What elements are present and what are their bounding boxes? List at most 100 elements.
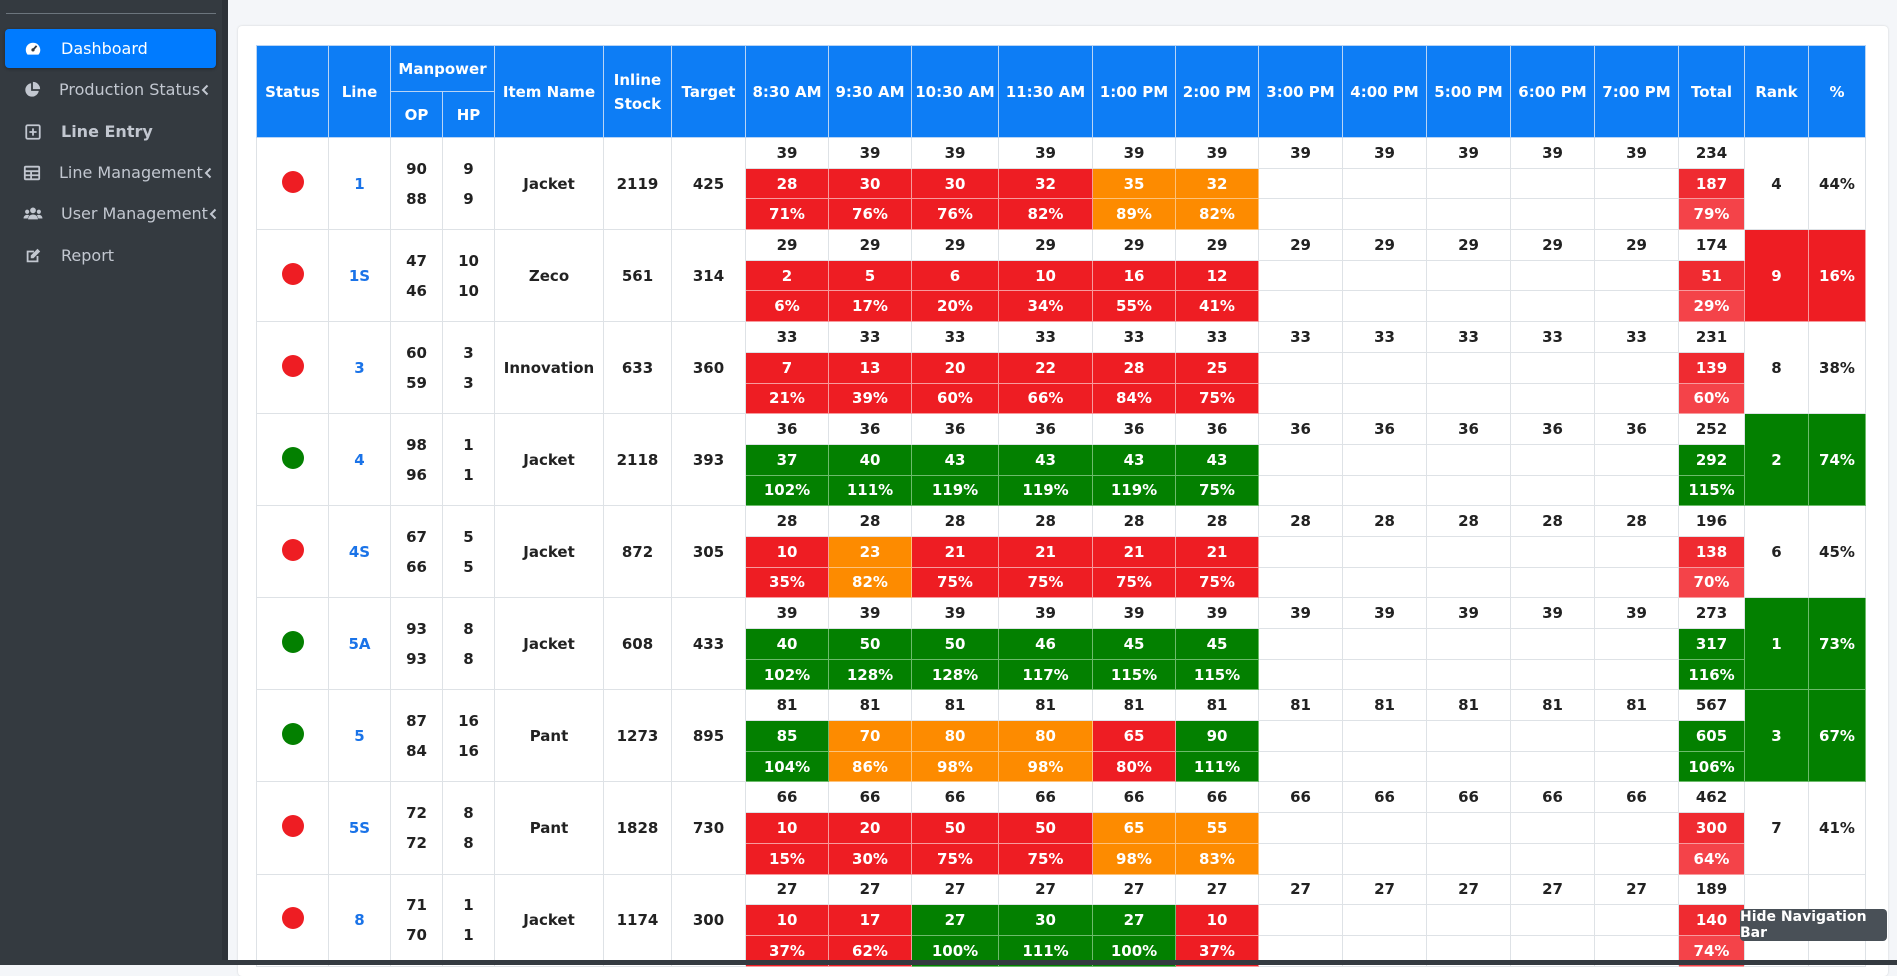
- status-dot: [281, 354, 304, 377]
- op-value: 67: [406, 527, 427, 546]
- op-value: 46: [406, 281, 427, 300]
- line-cell[interactable]: 1: [328, 136, 391, 231]
- line-cell[interactable]: 5S: [328, 781, 391, 875]
- op-cell: 71 70: [390, 873, 443, 967]
- line-link[interactable]: 5S: [348, 818, 371, 837]
- op-value: 96: [406, 465, 427, 484]
- hourly-percent-cell: 119%: [998, 474, 1093, 507]
- line-cell[interactable]: 8: [328, 873, 391, 967]
- op-cell: 93 93: [390, 597, 443, 691]
- hourly-actual-cell: 32: [1175, 167, 1259, 200]
- sidebar-item-dashboard[interactable]: Dashboard: [5, 29, 216, 68]
- op-cell: 98 96: [390, 413, 443, 507]
- hp-value: 1: [463, 926, 474, 945]
- sidebar-item-user-management[interactable]: User Management: [5, 194, 217, 233]
- header-hour: 10:30 AM: [911, 45, 999, 138]
- hourly-percent-cell: 75%: [1175, 382, 1259, 415]
- hourly-percent-cell: 75%: [998, 566, 1093, 599]
- header-item-name: Item Name: [494, 45, 604, 138]
- hourly-target-cell: 39: [828, 597, 912, 629]
- target-cell: 895: [671, 689, 746, 783]
- header-line: Line: [328, 45, 391, 138]
- line-link[interactable]: 5A: [348, 634, 371, 653]
- status-dot: [281, 814, 304, 837]
- op-value: 98: [406, 435, 427, 454]
- hp-value: 8: [463, 803, 474, 822]
- hourly-target-cell: 81: [828, 689, 912, 722]
- hourly-actual-cell: 21: [1092, 535, 1176, 568]
- line-link[interactable]: 4: [354, 450, 365, 469]
- hourly-target-cell: 66: [911, 781, 999, 814]
- line-link[interactable]: 1: [354, 174, 365, 193]
- op-cell: 90 88: [390, 136, 443, 231]
- sidebar-item-production-status[interactable]: Production Status: [5, 70, 216, 109]
- sidebar-item-report[interactable]: Report: [5, 236, 216, 275]
- empty-cell: [1510, 474, 1595, 507]
- line-cell[interactable]: 4: [328, 413, 391, 507]
- empty-cell: [1594, 443, 1679, 476]
- hourly-percent-cell: 89%: [1092, 198, 1176, 231]
- hp-value: 3: [463, 343, 474, 362]
- status-cell: [256, 136, 329, 231]
- total-actual-cell: 51: [1678, 259, 1745, 292]
- empty-cell: [1510, 750, 1595, 783]
- bottom-scrollbar[interactable]: [0, 960, 1897, 965]
- line-cell[interactable]: 1S: [328, 229, 391, 323]
- sidebar-item-line-entry[interactable]: Line Entry: [5, 112, 216, 151]
- hourly-target-cell: 29: [998, 229, 1093, 261]
- empty-cell: [1342, 443, 1427, 476]
- line-link[interactable]: 3: [354, 358, 365, 377]
- empty-cell: [1594, 720, 1679, 752]
- hourly-target-cell: 36: [1175, 413, 1259, 445]
- table-row-percent: 102% 128% 128% 117% 115% 115% 116%: [257, 658, 1866, 691]
- hourly-percent-cell: 76%: [911, 198, 999, 231]
- item-name-cell: Jacket: [494, 873, 604, 967]
- line-cell[interactable]: 3: [328, 321, 391, 415]
- hourly-actual-cell: 37: [745, 443, 829, 476]
- empty-cell: [1426, 351, 1511, 384]
- empty-cell: [1594, 750, 1679, 783]
- line-link[interactable]: 4S: [348, 542, 371, 561]
- empty-cell: [1342, 720, 1427, 752]
- line-cell[interactable]: 5A: [328, 597, 391, 691]
- hourly-actual-cell: 43: [1175, 443, 1259, 476]
- production-table-wrapper: Status Line Manpower Item Name Inline St…: [256, 45, 1866, 967]
- total-actual-cell: 605: [1678, 720, 1745, 752]
- sidebar-scrollbar[interactable]: [222, 0, 228, 965]
- hourly-target-cell: 33: [1175, 321, 1259, 353]
- line-cell[interactable]: 4S: [328, 505, 391, 599]
- hourly-target-cell: 66: [828, 781, 912, 814]
- table-row-percent: 35% 82% 75% 75% 75% 75% 70%: [257, 566, 1866, 599]
- op-value: 84: [406, 741, 427, 760]
- percent-cell: 74%: [1808, 413, 1866, 507]
- op-value: 72: [406, 803, 427, 822]
- hourly-actual-cell: 65: [1092, 720, 1176, 752]
- hourly-percent-cell: 80%: [1092, 750, 1176, 783]
- hourly-actual-cell: 80: [998, 720, 1093, 752]
- sidebar-item-line-management[interactable]: Line Management: [5, 153, 216, 192]
- hourly-percent-cell: 84%: [1092, 382, 1176, 415]
- header-hour: 2:00 PM: [1175, 45, 1259, 138]
- line-cell[interactable]: 5: [328, 689, 391, 783]
- target-cell: 730: [671, 781, 746, 875]
- line-link[interactable]: 1S: [348, 266, 371, 285]
- line-link[interactable]: 8: [354, 911, 365, 930]
- empty-cell: [1258, 290, 1343, 323]
- op-value: 93: [406, 619, 427, 638]
- empty-cell: [1426, 443, 1511, 476]
- table-row: 3 60 59 3 3 Innovation 633 360 33 33 33 33 33 33 33 33 3…: [256, 321, 1866, 415]
- hourly-target-cell: 81: [1258, 689, 1343, 722]
- line-link[interactable]: 5: [354, 726, 365, 745]
- hourly-actual-cell: 17: [828, 904, 912, 936]
- hourly-target-cell: 28: [1092, 505, 1176, 537]
- hourly-percent-cell: 111%: [1175, 750, 1259, 783]
- op-value: 60: [406, 343, 427, 362]
- hide-navigation-bar-button[interactable]: Hide Navigation Bar: [1740, 909, 1887, 941]
- hourly-target-cell: 81: [1426, 689, 1511, 722]
- empty-cell: [1594, 382, 1679, 415]
- empty-cell: [1510, 167, 1595, 200]
- hourly-target-cell: 28: [1258, 505, 1343, 537]
- empty-cell: [1510, 259, 1595, 292]
- hourly-target-cell: 29: [1342, 229, 1427, 261]
